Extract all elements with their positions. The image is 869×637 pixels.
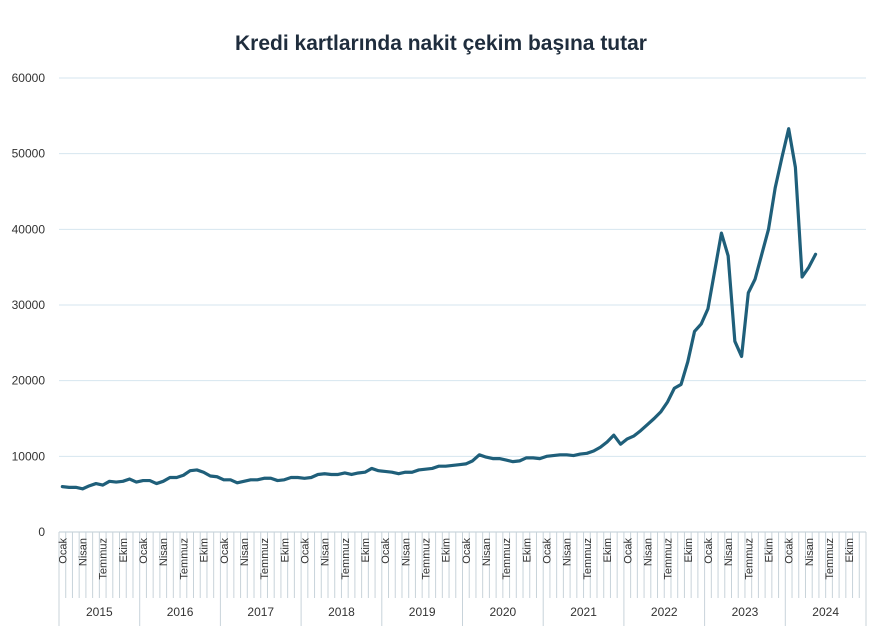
y-tick-label: 60000	[12, 71, 46, 85]
year-label: 2024	[812, 605, 839, 619]
x-tick-label: Nisan	[158, 538, 170, 566]
y-tick-label: 10000	[12, 449, 46, 463]
x-axis: Ocak Nisan Temmuz Ekim Ocak Nisan Temmuz Ekim Oc…	[57, 531, 867, 626]
x-tick-label: Ekim	[279, 538, 291, 562]
y-tick-label: 50000	[12, 147, 46, 161]
year-label: 2020	[489, 605, 516, 619]
x-tick-label: Ocak	[380, 538, 392, 564]
x-tick-label: Nisan	[642, 538, 654, 566]
year-label: 2023	[732, 605, 759, 619]
x-tick-label: Ocak	[57, 538, 69, 564]
y-tick-label: 0	[38, 525, 45, 539]
x-tick-label: Temmuz	[259, 538, 271, 580]
x-tick-label: Ocak	[703, 538, 715, 564]
x-tick-label: Ocak	[219, 538, 231, 564]
x-tick-label: Temmuz	[421, 538, 433, 580]
year-label: 2021	[570, 605, 597, 619]
x-tick-label: Nisan	[481, 538, 493, 566]
x-tick-label: Ekim	[199, 538, 211, 562]
x-tick-label: Ekim	[763, 538, 775, 562]
x-tick-label: Ekim	[602, 538, 614, 562]
x-tick-label: Temmuz	[663, 538, 675, 580]
y-tick-label: 30000	[12, 298, 46, 312]
x-tick-label: Ekim	[118, 538, 130, 562]
x-tick-label: Temmuz	[340, 538, 352, 580]
x-tick-label: Nisan	[562, 538, 574, 566]
x-tick-label: Nisan	[723, 538, 735, 566]
x-tick-label: Ekim	[360, 538, 372, 562]
x-tick-label: Ocak	[542, 538, 554, 564]
y-axis: 0 10000 20000 30000 40000 50000 60000	[12, 71, 46, 539]
series-layer	[60, 127, 818, 491]
x-tick-label: Ekim	[441, 538, 453, 562]
x-tick-label: Nisan	[78, 538, 90, 566]
y-tick-label: 40000	[12, 222, 46, 236]
y-tick-label: 20000	[12, 374, 46, 388]
x-tick-label: Nisan	[400, 538, 412, 566]
x-tick-label: Ocak	[622, 538, 634, 564]
x-tick-label: Nisan	[320, 538, 332, 566]
x-tick-label: Ekim	[844, 538, 856, 562]
year-label: 2017	[247, 605, 274, 619]
gridlines	[59, 77, 866, 457]
x-tick-label: Nisan	[804, 538, 816, 566]
year-label: 2018	[328, 605, 355, 619]
x-tick-label: Ocak	[138, 538, 150, 564]
year-label: 2015	[86, 605, 113, 619]
x-tick-label: Temmuz	[501, 538, 513, 580]
x-tick-label: Ocak	[461, 538, 473, 564]
x-tick-label: Ocak	[784, 538, 796, 564]
x-tick-label: Temmuz	[178, 538, 190, 580]
x-tick-label: Ekim	[521, 538, 533, 562]
x-tick-label: Temmuz	[582, 538, 594, 580]
year-label: 2016	[167, 605, 194, 619]
x-tick-label: Temmuz	[98, 538, 110, 580]
chart-title: Kredi kartlarında nakit çekim başına tut…	[235, 32, 647, 55]
x-tick-label: Ocak	[299, 538, 311, 564]
year-label: 2022	[651, 605, 678, 619]
x-tick-label: Nisan	[239, 538, 251, 566]
year-label: 2019	[409, 605, 436, 619]
series-line	[60, 127, 818, 491]
x-tick-label: Ekim	[683, 538, 695, 562]
x-tick-label: Temmuz	[743, 538, 755, 580]
x-tick-label: Temmuz	[824, 538, 836, 580]
